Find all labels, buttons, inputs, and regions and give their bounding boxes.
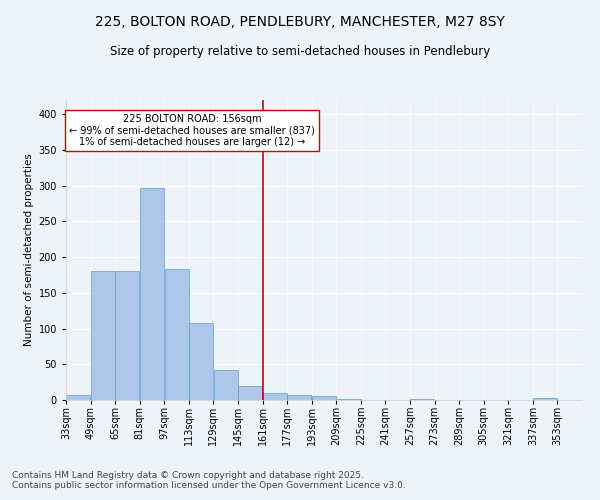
Bar bbox=[312, 396, 336, 400]
Bar bbox=[115, 272, 139, 400]
Bar bbox=[214, 370, 238, 400]
Bar bbox=[66, 395, 91, 400]
Bar bbox=[287, 395, 311, 400]
Bar bbox=[164, 270, 188, 400]
Bar bbox=[238, 386, 262, 400]
Bar bbox=[140, 188, 164, 400]
Text: Contains HM Land Registry data © Crown copyright and database right 2025.
Contai: Contains HM Land Registry data © Crown c… bbox=[12, 470, 406, 490]
Bar bbox=[533, 398, 557, 400]
Y-axis label: Number of semi-detached properties: Number of semi-detached properties bbox=[24, 154, 34, 346]
Bar bbox=[91, 272, 115, 400]
Bar bbox=[189, 323, 213, 400]
Bar bbox=[263, 393, 287, 400]
Bar bbox=[410, 398, 434, 400]
Bar bbox=[337, 398, 361, 400]
Text: 225 BOLTON ROAD: 156sqm
← 99% of semi-detached houses are smaller (837)
1% of se: 225 BOLTON ROAD: 156sqm ← 99% of semi-de… bbox=[69, 114, 315, 148]
Text: 225, BOLTON ROAD, PENDLEBURY, MANCHESTER, M27 8SY: 225, BOLTON ROAD, PENDLEBURY, MANCHESTER… bbox=[95, 15, 505, 29]
Text: Size of property relative to semi-detached houses in Pendlebury: Size of property relative to semi-detach… bbox=[110, 45, 490, 58]
